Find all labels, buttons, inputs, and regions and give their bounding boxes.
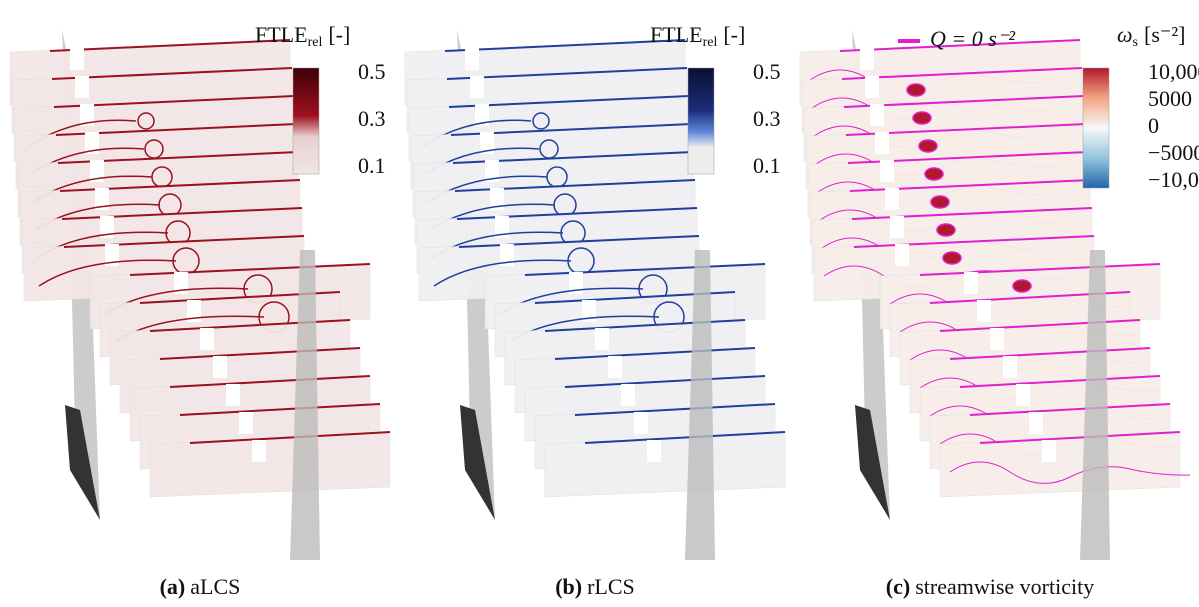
caption-label: (c) [886,574,910,599]
vortex-core [913,112,931,124]
blade-gap [470,76,484,98]
blade-gap [608,356,622,378]
colorbar-tick-label: 0.1 [358,153,386,178]
colorbar-subscript: s [1133,35,1138,50]
blade-gap [595,328,609,350]
panel-art [405,30,785,560]
caption: (a)aLCS [160,574,241,599]
blade-gap [977,300,991,322]
colorbar [688,68,714,174]
blade-gap [1042,440,1056,462]
vortex-core [943,252,961,264]
blade-gap [1003,356,1017,378]
vortex-core [1013,280,1031,292]
colorbar-tick-label: 0.5 [753,59,781,84]
blade-gap [252,440,266,462]
colorbar-unit: [s⁻²] [1144,22,1185,47]
blade-gap [634,412,648,434]
colorbar-symbol: FTLE [650,22,703,47]
colorbar-symbol: ω [1117,22,1133,47]
blade-gap [465,48,479,70]
colorbar-symbol: FTLE [255,22,308,47]
blade-gap [870,104,884,126]
panel-art [800,30,1190,560]
vortex-core [907,84,925,96]
blade-gap [226,384,240,406]
caption: (b)rLCS [555,574,635,599]
colorbar-tick-label: 0 [1148,113,1159,138]
blade-gap [885,188,899,210]
colorbar-subscript: rel [308,35,323,50]
legend-label: Q = 0 s⁻² [930,26,1015,51]
blade-gap [70,48,84,70]
colorbar-unit: [-] [328,22,350,47]
colorbar-tick-label: 10,000 [1148,59,1199,84]
colorbar-tick-label: 0.1 [753,153,781,178]
blade-gap [875,132,889,154]
blade-gap [621,384,635,406]
vortex-core [925,168,943,180]
vortex-core [931,196,949,208]
colorbar-tick-label: −10,000 [1148,167,1199,192]
caption-label: (b) [555,574,582,599]
vortex-core [937,224,955,236]
caption: (c)streamwise vorticity [886,574,1094,599]
blade-gap [1029,412,1043,434]
blade-gap [890,216,904,238]
colorbar-tick-label: 5000 [1148,86,1192,111]
blade-gap [75,76,89,98]
blade-gap [895,244,909,266]
caption-text: streamwise vorticity [915,574,1094,599]
blade-gap [213,356,227,378]
colorbar-tick-label: 0.5 [358,59,386,84]
blade-gap [865,76,879,98]
colorbar-tick-label: −5000 [1148,140,1199,165]
colorbar [293,68,319,174]
blade-gap [880,160,894,182]
flow-visualizations [10,30,1190,560]
vortex-core [919,140,937,152]
caption-label: (a) [160,574,186,599]
caption-text: rLCS [587,574,635,599]
colorbar-title: FTLErel [-] [650,22,745,50]
blade-gap [647,440,661,462]
colorbar-subscript: rel [703,35,718,50]
blade-gap [239,412,253,434]
colorbar-tick-label: 0.3 [753,106,781,131]
blade-gap [990,328,1004,350]
blade-gap [860,48,874,70]
colorbar-tick-label: 0.3 [358,106,386,131]
caption-text: aLCS [190,574,240,599]
colorbar-unit: [-] [723,22,745,47]
figure: FTLErel[-]0.50.30.1(a)aLCSFTLErel[-]0.50… [0,0,1199,607]
colorbar [1083,68,1109,188]
blade-gap [200,328,214,350]
panel-art [10,30,390,560]
blade-gap [1016,384,1030,406]
blade-gap [964,272,978,294]
colorbar-title: FTLErel [-] [255,22,350,50]
colorbar-title: ωs [s⁻²] [1117,22,1185,50]
